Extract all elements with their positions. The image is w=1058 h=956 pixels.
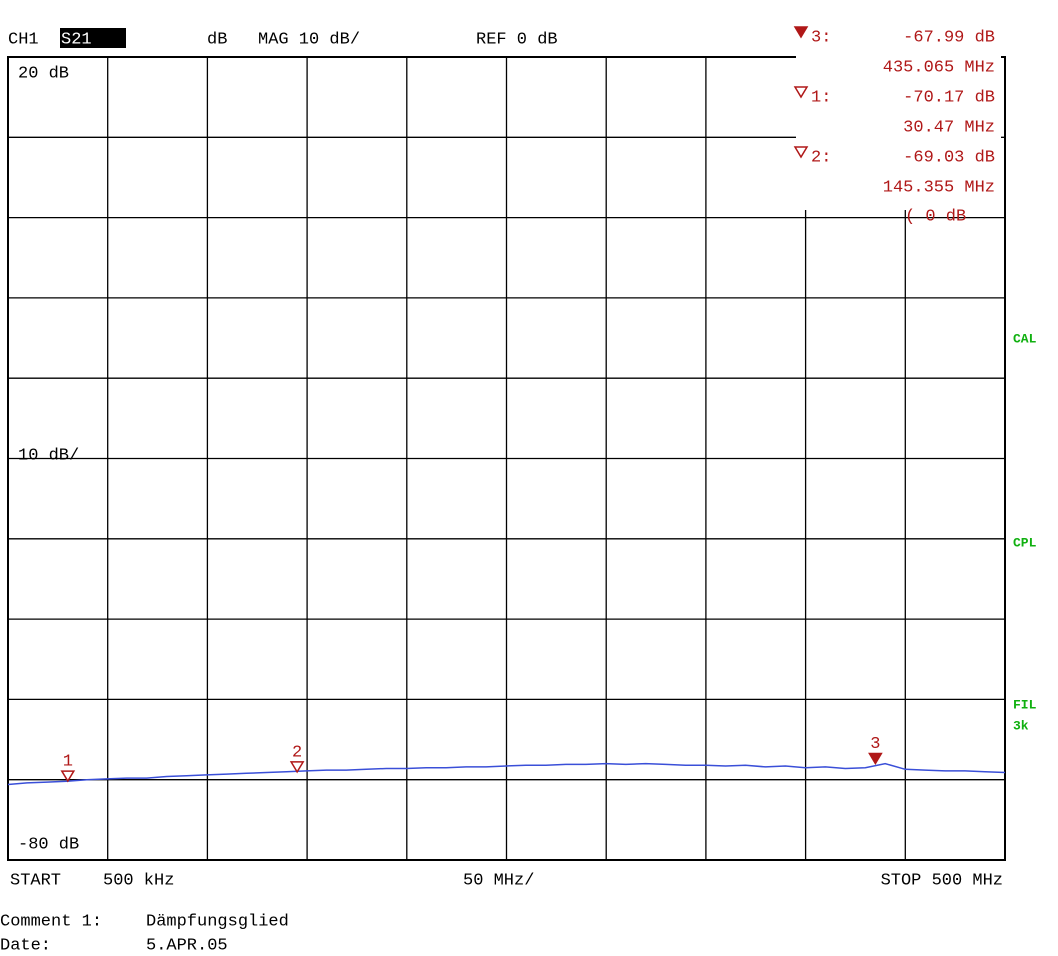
parameter: S21: [61, 30, 92, 49]
y-scale-label: 10 dB/: [18, 446, 79, 465]
x-stop: STOP 500 MHz: [881, 871, 1003, 890]
readout-bg: [796, 20, 1001, 210]
side-label: CAL: [1013, 331, 1037, 346]
readout-value: -69.03 dB: [903, 148, 995, 167]
readout-name: 3:: [811, 28, 831, 47]
side-label: 3k: [1013, 718, 1029, 733]
marker: [868, 752, 883, 766]
trace: [7, 762, 1006, 786]
ref-note: ( 0 dB: [905, 207, 966, 226]
y-tick-label: -80 dB: [18, 835, 79, 854]
readout-value: -67.99 dB: [903, 28, 995, 47]
ref-label: REF 0 dB: [476, 30, 558, 49]
param-box: [60, 28, 126, 48]
x-start: 500 kHz: [103, 871, 174, 890]
comment-label: Comment 1:: [0, 912, 102, 931]
marker-label: 3: [870, 735, 880, 754]
marker-label: 2: [292, 743, 302, 762]
marker: [289, 761, 305, 774]
x-scale: 50 MHz/: [463, 871, 534, 890]
readout-freq: 30.47 MHz: [903, 118, 995, 137]
scale: MAG 10 dB/: [258, 30, 360, 49]
readout-glyph: [793, 146, 809, 159]
plot-frame: [7, 56, 1006, 861]
marker: [60, 770, 76, 783]
x-start-label: START: [10, 871, 61, 890]
readout-name: 1:: [811, 88, 831, 107]
readout-freq: 435.065 MHz: [883, 58, 995, 77]
date-label: Date:: [0, 936, 51, 955]
date: 5.APR.05: [146, 936, 228, 955]
readout-value: -70.17 dB: [903, 88, 995, 107]
readout-name: 2:: [811, 148, 831, 167]
channel: CH1: [8, 30, 39, 49]
marker-label: 1: [63, 753, 73, 772]
format: dB: [207, 30, 227, 49]
side-label: FIL: [1013, 697, 1037, 712]
side-label: CPL: [1013, 535, 1037, 550]
comment: Dämpfungsglied: [146, 912, 289, 931]
readout-glyph: [793, 26, 809, 39]
y-tick-label: 20 dB: [18, 64, 69, 83]
readout-freq: 145.355 MHz: [883, 178, 995, 197]
readout-glyph: [793, 86, 809, 99]
